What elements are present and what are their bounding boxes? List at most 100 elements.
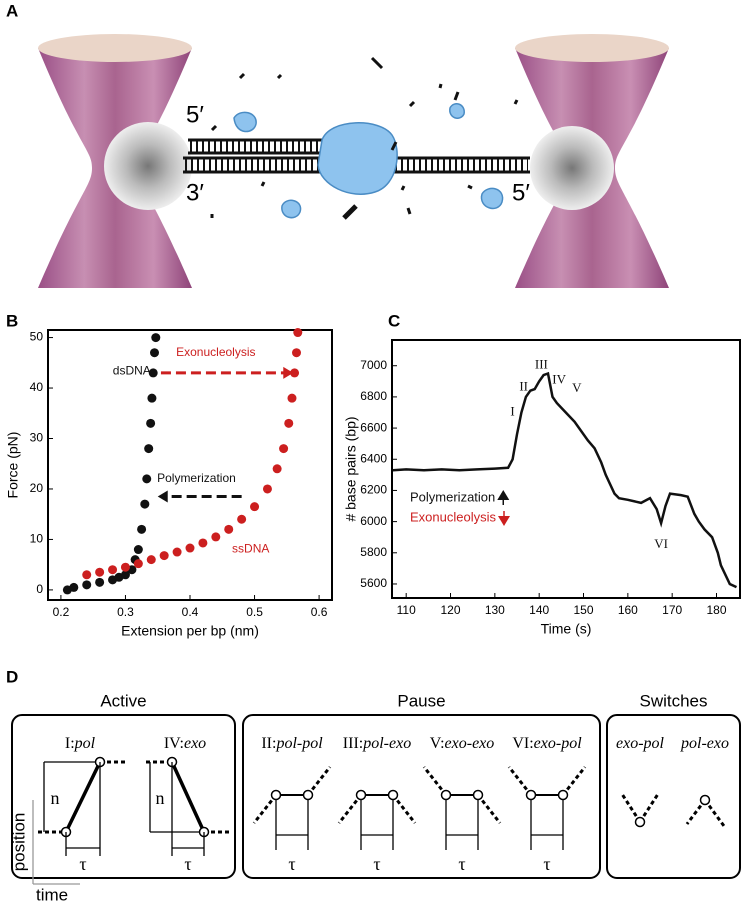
y-tick-label: 5800 [360, 545, 387, 559]
schematic-line [703, 799, 726, 827]
data-point [292, 348, 301, 358]
x-tick-label: 170 [662, 603, 682, 617]
legend-arrow-head [497, 490, 510, 500]
state-node [302, 789, 314, 801]
state-numeral: II: [261, 735, 276, 752]
state-name: pol-exo [680, 735, 729, 752]
x-tick-label: 0.2 [53, 605, 70, 619]
annotation: V [572, 380, 582, 395]
arrow-head [283, 366, 294, 379]
schematic-line [170, 761, 206, 833]
data-point [151, 333, 161, 343]
data-point [144, 444, 154, 454]
n-label: n [51, 788, 60, 808]
y-tick-label: 10 [30, 532, 44, 546]
state-name: exo [184, 735, 206, 752]
panel-a-drawing [38, 34, 669, 288]
tau-label: τ [288, 854, 295, 874]
data-point [146, 418, 156, 428]
nucleotides [210, 56, 519, 220]
data-point [284, 418, 294, 428]
series-label: dsDNA [113, 364, 151, 378]
x-tick-label: 120 [441, 603, 461, 617]
state-name: pol-pol [275, 735, 323, 752]
data-point [133, 545, 143, 555]
state-name: exo-pol [616, 735, 665, 752]
schematic-line [685, 799, 707, 825]
state-node [634, 816, 646, 828]
data-point [95, 567, 105, 577]
schematic-line [476, 794, 502, 824]
x-tick-label: 140 [529, 603, 549, 617]
data-point [140, 499, 150, 509]
x-tick-label: 180 [706, 603, 726, 617]
proteins [233, 103, 504, 219]
group-title: Active [100, 691, 146, 710]
y-tick-label: 6400 [360, 451, 387, 465]
data-point [290, 368, 300, 378]
state-node [355, 789, 367, 801]
state-node [387, 789, 399, 801]
y-tick-label: 20 [30, 481, 44, 495]
y-tick-label: 40 [30, 380, 44, 394]
data-point [272, 464, 282, 474]
panel-label: C [388, 311, 400, 330]
y-tick-label: 7000 [360, 358, 387, 372]
legend-label: Exonucleolysis [410, 509, 496, 524]
state-label: VI:exo-pol [512, 735, 582, 752]
schematic-line [638, 793, 660, 823]
schematic-line [391, 794, 417, 824]
schematic-line [64, 761, 102, 833]
state-label: V:exo-exo [430, 735, 495, 752]
y-tick-label: 30 [30, 431, 44, 445]
strand-end-label: 5′ [186, 101, 204, 128]
y-tick-label: 6800 [360, 389, 387, 403]
data-line [392, 371, 738, 589]
annotation: VI [654, 536, 668, 551]
data-point [137, 524, 147, 534]
panel-label: A [6, 1, 18, 20]
state-label: III:pol-exo [343, 735, 411, 752]
data-point [69, 582, 79, 592]
data-point [198, 538, 208, 548]
time-label: time [36, 885, 68, 903]
group-title: Switches [639, 691, 707, 710]
state-label: pol-exo [680, 735, 729, 752]
arrow-head [157, 490, 168, 503]
schematic-line [507, 766, 533, 796]
data-point [147, 393, 157, 403]
trap-beam-top [38, 34, 192, 62]
x-tick-label: 0.3 [117, 605, 134, 619]
tau-label: τ [373, 854, 380, 874]
state-name: pol [74, 735, 96, 752]
state-numeral: I: [65, 735, 75, 752]
data-point [262, 484, 272, 494]
schematic-line [561, 766, 587, 796]
data-point [95, 577, 105, 587]
state-numeral: IV: [164, 735, 184, 752]
state-name: pol-exo [362, 735, 411, 752]
series-label: ssDNA [232, 542, 269, 556]
annotation: IV [552, 372, 566, 387]
y-tick-label: 0 [36, 582, 43, 596]
data-point [142, 474, 152, 484]
y-tick-label: 6600 [360, 420, 387, 434]
y-tick-label: 5600 [360, 576, 387, 590]
data-point [293, 328, 303, 338]
data-point [120, 562, 130, 572]
data-point [150, 348, 159, 358]
state-node [472, 789, 484, 801]
schematic-line [620, 793, 642, 823]
data-point [108, 565, 118, 575]
state-node [440, 789, 452, 801]
x-axis-label: Extension per bp (nm) [121, 623, 259, 639]
x-tick-label: 110 [397, 603, 416, 617]
data-point [250, 502, 260, 512]
tau-label: τ [458, 854, 465, 874]
annotation: III [535, 357, 548, 372]
annotation: Exonucleolysis [176, 345, 255, 359]
x-tick-label: 130 [485, 603, 505, 617]
state-numeral: V: [430, 735, 445, 752]
state-label: exo-pol [616, 735, 665, 752]
